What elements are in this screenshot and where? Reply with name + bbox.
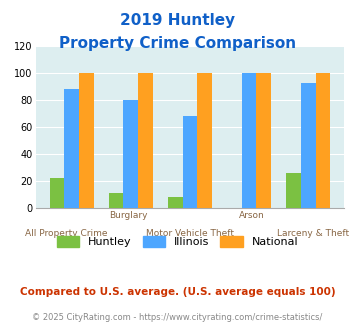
Bar — [138, 73, 153, 208]
Bar — [242, 73, 256, 208]
Text: Burglary: Burglary — [109, 211, 147, 220]
Bar — [79, 73, 94, 208]
Text: Compared to U.S. average. (U.S. average equals 100): Compared to U.S. average. (U.S. average … — [20, 287, 335, 297]
Bar — [316, 73, 330, 208]
Text: Motor Vehicle Theft: Motor Vehicle Theft — [146, 229, 234, 238]
Text: Larceny & Theft: Larceny & Theft — [277, 229, 350, 238]
Bar — [168, 197, 182, 208]
Bar — [109, 193, 124, 208]
Bar — [197, 73, 212, 208]
Bar — [301, 82, 316, 208]
Bar — [124, 100, 138, 208]
Text: © 2025 CityRating.com - https://www.cityrating.com/crime-statistics/: © 2025 CityRating.com - https://www.city… — [32, 314, 323, 322]
Bar — [182, 116, 197, 208]
Bar — [286, 173, 301, 208]
Legend: Huntley, Illinois, National: Huntley, Illinois, National — [53, 232, 302, 252]
Text: Property Crime Comparison: Property Crime Comparison — [59, 36, 296, 51]
Text: All Property Crime: All Property Crime — [25, 229, 108, 238]
Text: Arson: Arson — [239, 211, 264, 220]
Bar — [50, 178, 64, 208]
Text: 2019 Huntley: 2019 Huntley — [120, 13, 235, 28]
Bar — [64, 89, 79, 208]
Bar — [256, 73, 271, 208]
